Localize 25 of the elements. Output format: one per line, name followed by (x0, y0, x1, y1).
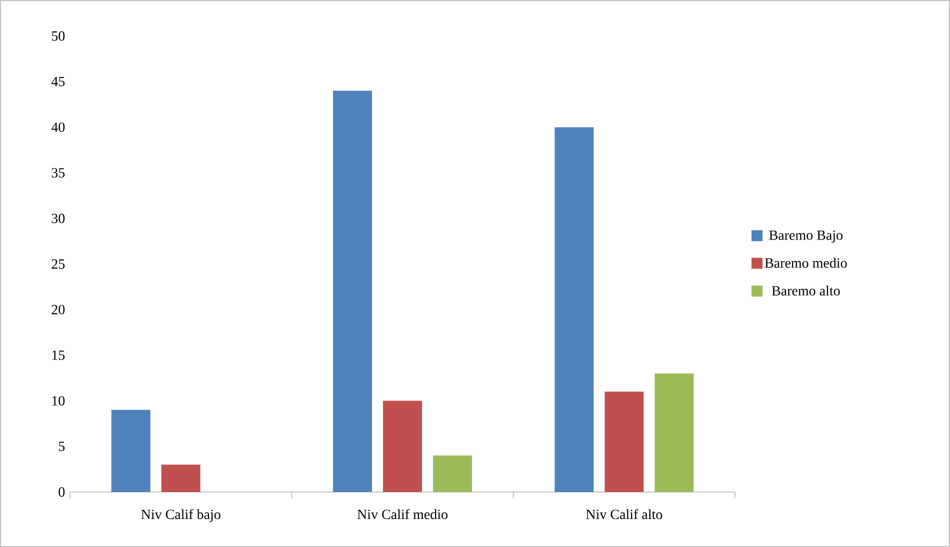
legend-label: Baremo alto (772, 286, 840, 296)
x-tick-label: Niv Calif medio (357, 509, 448, 520)
bar (654, 373, 694, 492)
legend-label: Baremo Bajo (769, 230, 843, 243)
bar (433, 456, 472, 492)
x-tick-label: Niv Calif bajo (141, 509, 220, 522)
bar (604, 392, 644, 492)
legend-label: Baremo medio (764, 258, 847, 268)
y-tick-label: 25 (52, 259, 65, 269)
y-tick-label: 15 (52, 350, 65, 360)
bar (383, 400, 422, 492)
y-tick-label: 35 (52, 168, 65, 178)
y-tick-label: 30 (52, 214, 65, 224)
bar (333, 90, 372, 492)
y-tick-label: 40 (51, 122, 65, 132)
bar (161, 464, 200, 492)
x-tick-label: Niv Calif alto (586, 509, 662, 520)
y-tick-label: 20 (52, 304, 65, 314)
y-tick-label: 50 (52, 31, 65, 41)
bar (554, 127, 594, 492)
y-tick-label: 10 (52, 396, 65, 406)
y-tick-label: 5 (58, 442, 65, 452)
y-tick-label: 45 (51, 76, 65, 86)
y-tick-label: 0 (58, 487, 65, 497)
bar (111, 410, 150, 492)
